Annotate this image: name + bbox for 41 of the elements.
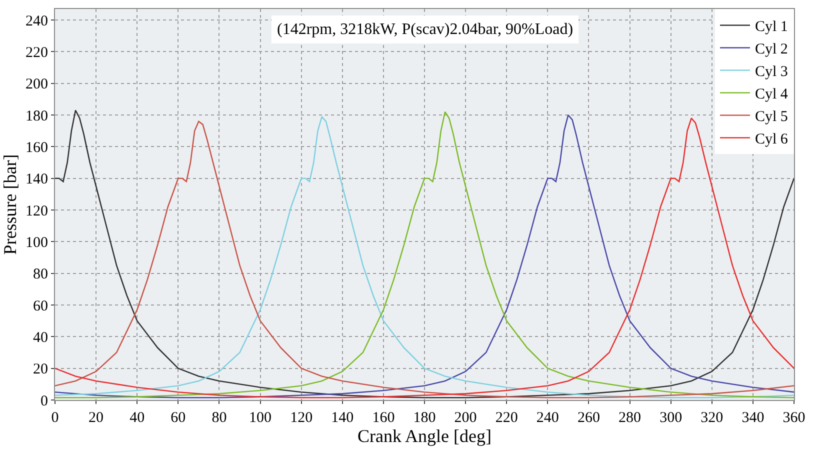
- x-tick-label: 20: [88, 410, 104, 426]
- x-tick-label: 180: [413, 410, 436, 426]
- y-tick-label: 120: [26, 203, 48, 220]
- x-tick-label: 200: [454, 410, 477, 426]
- y-tick-label: 220: [26, 44, 48, 61]
- x-tick-label: 340: [742, 410, 764, 426]
- y-axis-title: Pressure [bar]: [0, 154, 20, 255]
- x-tick-label: 220: [495, 410, 518, 426]
- y-tick-label: 200: [26, 76, 48, 93]
- x-tick-label: 300: [660, 410, 682, 426]
- x-tick-label: 60: [170, 410, 186, 426]
- x-tick-label: 100: [249, 410, 272, 426]
- legend-label: Cyl 1: [755, 19, 788, 36]
- legend-label: Cyl 5: [755, 109, 788, 126]
- y-tick-label: 240: [26, 13, 48, 30]
- x-tick-label: 260: [577, 410, 600, 426]
- legend-label: Cyl 3: [755, 64, 788, 80]
- x-tick-label: 120: [290, 410, 313, 426]
- y-tick-label: 160: [26, 140, 48, 156]
- y-tick-label: 80: [33, 266, 48, 283]
- y-tick-label: 140: [26, 172, 48, 188]
- y-tick-label: 180: [26, 108, 48, 124]
- y-tick-label: 20: [33, 362, 48, 378]
- x-tick-label: 0: [51, 410, 59, 426]
- legend-label: Cyl 6: [755, 132, 788, 148]
- x-tick-label: 160: [372, 410, 395, 426]
- annotation: (142rpm, 3218kW, P(scav)2.04bar, 90%Load): [277, 21, 574, 38]
- y-tick-label: 60: [33, 298, 48, 314]
- x-tick-label: 40: [130, 410, 145, 426]
- y-tick-label: 0: [40, 393, 48, 410]
- x-axis-title: Crank Angle [deg]: [358, 426, 492, 446]
- x-tick-label: 320: [700, 410, 724, 426]
- x-tick-label: 280: [618, 410, 642, 426]
- x-tick-label: 360: [782, 410, 806, 426]
- x-tick-label: 240: [536, 410, 559, 426]
- y-tick-label: 40: [33, 330, 48, 346]
- legend-label: Cyl 4: [755, 86, 788, 103]
- legend-label: Cyl 2: [755, 42, 788, 58]
- x-tick-label: 80: [212, 410, 227, 426]
- x-tick-label: 140: [331, 410, 354, 426]
- y-tick-label: 100: [26, 234, 48, 251]
